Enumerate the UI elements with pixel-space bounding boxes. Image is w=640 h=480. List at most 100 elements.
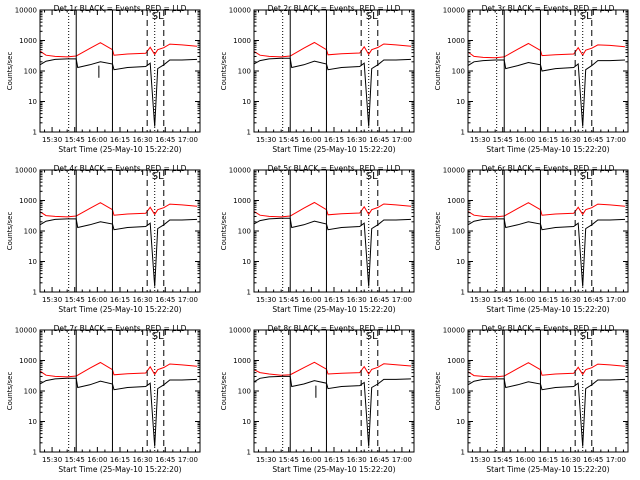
y-tick-label: 1000 bbox=[447, 197, 465, 205]
y-axis-label: Counts/sec bbox=[434, 372, 442, 411]
x-tick-label: 17:00 bbox=[606, 136, 626, 144]
x-tick-label: 17:00 bbox=[606, 456, 626, 464]
y-tick-label: 10 bbox=[242, 98, 251, 106]
sl-annotation: SL bbox=[580, 171, 592, 182]
panel-title: Det 2r BLACK = Events, RED = LLD bbox=[268, 4, 401, 13]
y-tick-label: 100 bbox=[452, 228, 465, 236]
x-tick-label: 17:00 bbox=[178, 456, 198, 464]
y-tick-label: 1 bbox=[33, 449, 37, 457]
x-tick-label: 16:30 bbox=[561, 136, 581, 144]
sl-annotation: SL bbox=[152, 11, 164, 22]
x-axis-label: Start Time (25-May-10 15:22:20) bbox=[486, 465, 609, 474]
y-axis-label: Counts/sec bbox=[220, 52, 228, 91]
series-line-lld bbox=[39, 42, 198, 58]
y-tick-label: 10 bbox=[456, 258, 465, 266]
y-axis-label: Counts/sec bbox=[6, 52, 14, 91]
y-axis-label: Counts/sec bbox=[220, 372, 228, 411]
y-tick-label: 100 bbox=[452, 388, 465, 396]
x-tick-label: 16:30 bbox=[347, 136, 367, 144]
x-tick-label: 16:30 bbox=[133, 296, 153, 304]
y-tick-label: 10 bbox=[242, 258, 251, 266]
plot-frame bbox=[253, 169, 415, 293]
x-tick-label: 16:30 bbox=[347, 296, 367, 304]
x-tick-label: 15:45 bbox=[65, 136, 85, 144]
x-tick-label: 15:45 bbox=[493, 456, 513, 464]
x-tick-label: 16:30 bbox=[561, 456, 581, 464]
x-axis-label: Start Time (25-May-10 15:22:20) bbox=[58, 465, 181, 474]
plot-frame bbox=[253, 9, 415, 133]
panel-det-2: 1 10 100 1000 10000 15:30 15:45 16:00 16:15 16:30… bbox=[220, 4, 415, 154]
sl-annotation: SL bbox=[580, 11, 592, 22]
y-tick-label: 100 bbox=[24, 228, 37, 236]
series-line-lld bbox=[467, 42, 626, 59]
x-tick-label: 15:45 bbox=[65, 456, 85, 464]
x-tick-label: 16:15 bbox=[110, 136, 130, 144]
x-tick-label: 16:45 bbox=[369, 296, 389, 304]
plot-frame bbox=[467, 169, 629, 293]
y-tick-label: 100 bbox=[238, 228, 251, 236]
y-tick-label: 10 bbox=[456, 418, 465, 426]
x-axis-label: Start Time (25-May-10 15:22:20) bbox=[486, 305, 609, 314]
plot-frame bbox=[39, 9, 201, 133]
plot-frame bbox=[39, 329, 201, 453]
x-axis-label: Start Time (25-May-10 15:22:20) bbox=[272, 465, 395, 474]
y-tick-label: 10000 bbox=[15, 327, 37, 335]
x-tick-label: 16:30 bbox=[133, 456, 153, 464]
panel-det-6: 1 10 100 1000 10000 15:30 15:45 16:00 16:15 16:30… bbox=[434, 164, 629, 314]
x-tick-label: 16:15 bbox=[324, 296, 344, 304]
series-line-lld bbox=[39, 361, 198, 378]
x-tick-label: 17:00 bbox=[392, 456, 412, 464]
series-line-events bbox=[39, 218, 198, 287]
y-tick-label: 1 bbox=[461, 129, 465, 137]
x-tick-label: 15:45 bbox=[279, 296, 299, 304]
y-tick-label: 1000 bbox=[447, 37, 465, 45]
x-tick-label: 16:15 bbox=[538, 136, 558, 144]
series-line-lld bbox=[253, 41, 412, 58]
y-tick-label: 10 bbox=[242, 418, 251, 426]
panel-det-5: 1 10 100 1000 10000 15:30 15:45 16:00 16:15 16:30… bbox=[220, 164, 415, 314]
sl-annotation: SL bbox=[580, 331, 592, 342]
panel-title: Det 9r BLACK = Events, RED = LLD bbox=[482, 324, 615, 333]
y-tick-label: 10000 bbox=[443, 327, 465, 335]
x-axis-label: Start Time (25-May-10 15:22:20) bbox=[272, 305, 395, 314]
series-line-events bbox=[467, 378, 626, 447]
y-tick-label: 10000 bbox=[15, 7, 37, 15]
y-tick-label: 1 bbox=[461, 289, 465, 297]
x-tick-label: 16:45 bbox=[155, 456, 175, 464]
y-tick-label: 10000 bbox=[229, 167, 251, 175]
series-line-lld bbox=[467, 362, 626, 378]
y-tick-label: 1 bbox=[247, 449, 251, 457]
x-tick-label: 17:00 bbox=[178, 296, 198, 304]
y-tick-label: 1 bbox=[33, 129, 37, 137]
plot-frame bbox=[253, 329, 415, 453]
series-line-lld bbox=[467, 202, 626, 218]
panel-det-4: 1 10 100 1000 10000 15:30 15:45 16:00 16:15 16:30… bbox=[6, 164, 201, 314]
y-tick-label: 100 bbox=[238, 388, 251, 396]
y-axis-label: Counts/sec bbox=[6, 212, 14, 251]
y-axis-label: Counts/sec bbox=[434, 52, 442, 91]
x-tick-label: 16:00 bbox=[301, 296, 321, 304]
y-tick-label: 100 bbox=[238, 68, 251, 76]
series-line-events bbox=[39, 377, 198, 447]
x-tick-label: 16:00 bbox=[87, 136, 107, 144]
x-tick-label: 16:30 bbox=[347, 456, 367, 464]
y-tick-label: 10 bbox=[456, 98, 465, 106]
y-tick-label: 1000 bbox=[19, 357, 37, 365]
x-tick-label: 16:00 bbox=[301, 456, 321, 464]
panel-det-1: 1 10 100 1000 10000 15:30 15:45 16:00 16:15 16:30… bbox=[6, 4, 201, 154]
series-line-events bbox=[467, 59, 626, 127]
x-tick-label: 16:15 bbox=[324, 456, 344, 464]
x-tick-label: 16:45 bbox=[155, 296, 175, 304]
panel-title: Det 8r BLACK = Events, RED = LLD bbox=[268, 324, 401, 333]
x-tick-label: 16:15 bbox=[110, 296, 130, 304]
x-tick-label: 16:45 bbox=[583, 296, 603, 304]
x-axis-label: Start Time (25-May-10 15:22:20) bbox=[58, 305, 181, 314]
x-tick-label: 17:00 bbox=[392, 136, 412, 144]
x-tick-label: 15:30 bbox=[470, 296, 490, 304]
series-line-events bbox=[253, 217, 412, 287]
y-tick-label: 10000 bbox=[15, 167, 37, 175]
x-tick-label: 16:45 bbox=[369, 136, 389, 144]
panel-title: Det 4r BLACK = Events, RED = LLD bbox=[54, 164, 187, 173]
x-tick-label: 17:00 bbox=[606, 296, 626, 304]
